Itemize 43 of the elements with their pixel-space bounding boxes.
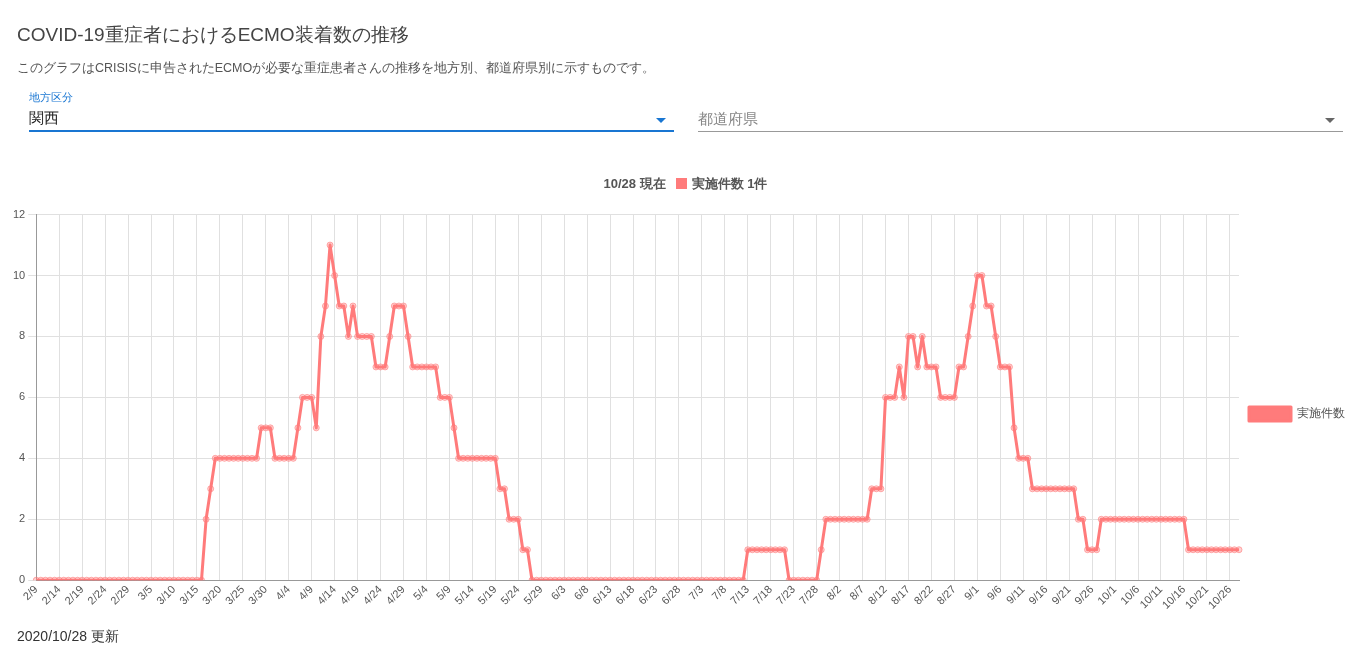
text: 地方区分: [29, 90, 74, 105]
x-tick-label: 3/20: [199, 582, 224, 607]
legend-label: 実施件数: [1297, 406, 1345, 421]
x-tick-label: 6/3: [548, 582, 568, 603]
x-tick-label: 7/28: [796, 582, 821, 607]
text: 10/28 現在: [603, 176, 666, 191]
y-tick-label: 12: [12, 207, 26, 220]
y-tick-label: 4: [19, 451, 26, 464]
text: 関西: [29, 109, 59, 128]
x-tick-label: 9/6: [984, 582, 1004, 603]
y-tick-label: 6: [19, 390, 26, 403]
y-tick-label: 8: [19, 329, 26, 342]
x-tick-label: 4/19: [337, 582, 362, 607]
chart-title: COVID-19重症者におけるECMO装着数の推移: [17, 23, 409, 47]
text: 2020/10/28 更新: [17, 628, 119, 646]
x-tick-label: 3/5: [135, 582, 155, 603]
x-tick-label: 9/21: [1049, 582, 1073, 607]
x-tick-label: 5/29: [521, 582, 545, 607]
x-tick-label: 6/8: [571, 582, 591, 603]
x-tick-label: 7/13: [727, 582, 752, 607]
x-tick-label: 4/9: [295, 582, 316, 603]
x-tick-label: 7/23: [773, 582, 798, 607]
x-tick-label: 4/29: [383, 582, 408, 607]
x-tick-label: 6/23: [635, 582, 660, 607]
x-tick-label: 4/4: [272, 582, 293, 603]
y-tick-label: 10: [12, 268, 26, 281]
x-tick-label: 3/10: [153, 582, 178, 607]
x-tick-label: 5/24: [498, 582, 522, 607]
x-tick-label: 3/30: [245, 582, 270, 607]
text: 都道府県: [698, 110, 758, 129]
y-tick-label: 2: [19, 512, 26, 525]
x-tick-label: 7/8: [709, 582, 729, 603]
x-tick-label: 9/11: [1003, 582, 1027, 606]
text: 実施件数 1件: [691, 176, 768, 191]
x-tick-label: 8/7: [846, 582, 867, 603]
x-tick-label: 5/9: [433, 582, 453, 603]
chart-subtitle: このグラフはCRISISに申告されたECMOが必要な重症患者さんの推移を地方別、都道府県別に示すものです。: [17, 60, 656, 77]
x-tick-label: 7/18: [750, 582, 775, 607]
x-tick-label: 9/1: [961, 582, 981, 603]
x-tick-label: 7/3: [686, 582, 706, 603]
x-tick-label: 5/19: [475, 582, 499, 607]
x-tick-label: 5/4: [410, 582, 430, 603]
x-tick-label: 8/2: [823, 582, 844, 603]
